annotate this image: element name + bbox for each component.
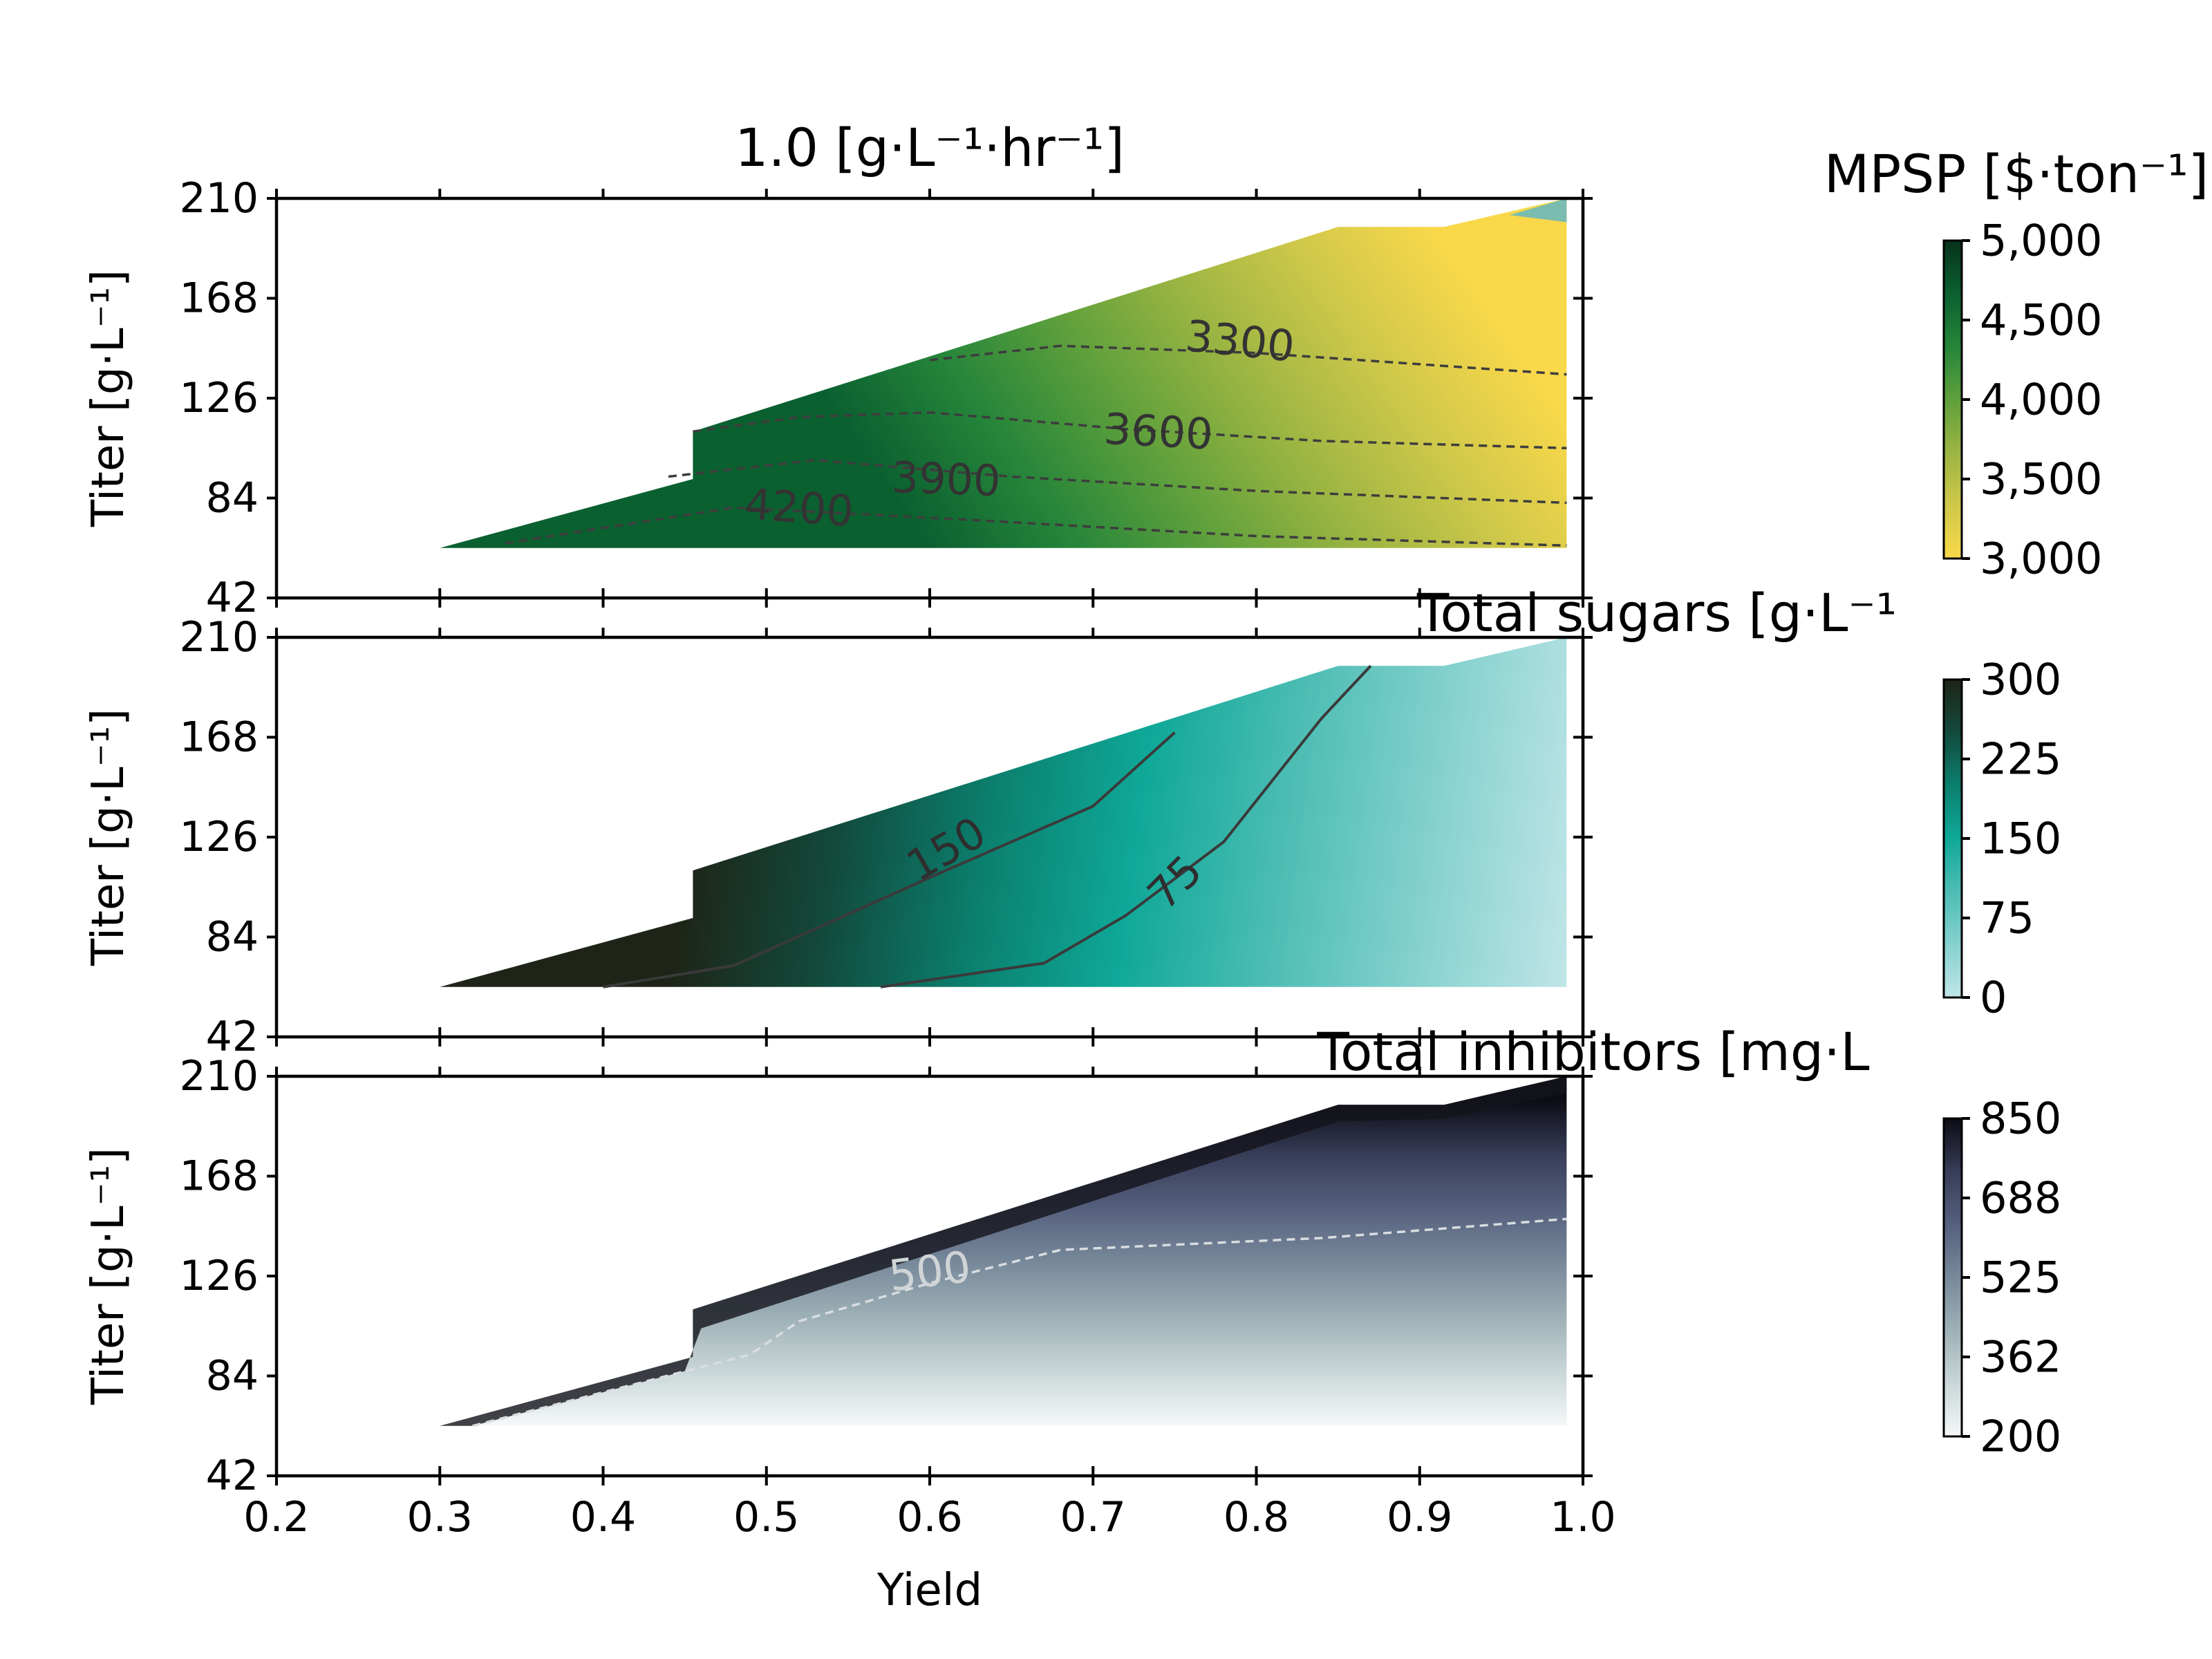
y-tick-label: 126 <box>179 813 259 861</box>
x-tick-label: 0.5 <box>733 1493 799 1541</box>
x-tick-label: 0.6 <box>897 1493 962 1541</box>
colorbar-tick-label: 0 <box>1980 973 2007 1023</box>
contour-line <box>472 1217 1567 1427</box>
colorbar-tick-label: 850 <box>1980 1094 2061 1144</box>
contour-line <box>693 411 1567 450</box>
y-tick-label: 126 <box>179 1252 259 1300</box>
colorbar-tick-label: 4,500 <box>1980 295 2103 346</box>
y-tick-label: 84 <box>206 913 259 962</box>
y-tick-label: 210 <box>179 174 259 223</box>
colorbar-tick-label: 3,500 <box>1980 454 2103 505</box>
x-tick-label: 0.2 <box>243 1493 309 1541</box>
contour-label: 3600 <box>1103 404 1214 460</box>
colorbar-tick-label: 3,000 <box>1980 534 2103 584</box>
mpsp-panel: 3300 3600 3900 4200 210 168 126 84 42 Titer [g·L⁻… <box>83 143 2209 622</box>
x-tick-label: 1.0 <box>1550 1493 1615 1541</box>
y-tick-label: 168 <box>179 713 259 762</box>
colorbar-tick-label: 200 <box>1980 1412 2061 1462</box>
colorbar-tick-label: 4,000 <box>1980 375 2103 425</box>
x-tick-label: 0.7 <box>1060 1493 1126 1541</box>
y-tick-label: 42 <box>206 574 259 622</box>
y-axis-label: Titer [g·L⁻¹] <box>83 1147 134 1405</box>
total-inhibitors-panel: 500 0.2 0.3 0.4 0.5 0.6 0.7 0.8 0.9 1.0 210 168 126 8… <box>83 1021 2061 1541</box>
colorbar-tick-label: 5,000 <box>1980 216 2103 266</box>
contour-fill-region <box>440 198 1567 548</box>
contour-line <box>880 664 1372 988</box>
figure-title: 1.0 [g·L⁻¹·hr⁻¹] <box>735 117 1125 178</box>
y-tick-label: 84 <box>206 474 259 523</box>
colorbar-tick-label: 688 <box>1980 1173 2061 1224</box>
contour-line <box>929 344 1567 376</box>
y-tick-label: 126 <box>179 374 259 422</box>
contour-line <box>668 458 1567 505</box>
contour-label: 500 <box>886 1241 973 1302</box>
colorbar-tick-label: 75 <box>1980 893 2034 944</box>
y-axis-label: Titer [g·L⁻¹] <box>83 709 134 966</box>
x-tick-label: 0.8 <box>1224 1493 1289 1541</box>
colorbar-tick-label: 300 <box>1980 655 2061 705</box>
x-tick-label: 0.3 <box>407 1493 473 1541</box>
x-axis-label: Yield <box>877 1565 982 1616</box>
y-tick-label: 168 <box>179 1152 259 1201</box>
colorbar <box>1942 1117 1963 1438</box>
contour-line <box>505 506 1567 547</box>
out-of-range-corner <box>1509 198 1567 223</box>
contour-label: 3300 <box>1183 310 1297 372</box>
colorbar <box>1942 239 1963 560</box>
colorbar-title: MPSP [$·ton⁻¹] <box>1824 143 2209 205</box>
high-value-band <box>440 1076 1567 1426</box>
contour-label: 4200 <box>743 478 856 536</box>
y-tick-label: 210 <box>179 1052 259 1100</box>
contour-line <box>603 731 1176 988</box>
x-tick-label: 0.9 <box>1387 1493 1452 1541</box>
colorbar-title: Total inhibitors [mg·L <box>1316 1021 1869 1082</box>
colorbar-title: Total sugars [g·L⁻¹ <box>1416 582 1897 644</box>
y-tick-label: 42 <box>206 1452 259 1500</box>
colorbar <box>1942 678 1963 999</box>
x-tick-label: 0.4 <box>570 1493 636 1541</box>
y-tick-label: 168 <box>179 274 259 323</box>
contour-fill-region <box>440 1076 1567 1426</box>
colorbar-tick-label: 362 <box>1980 1332 2061 1382</box>
contour-fill-region <box>440 637 1567 987</box>
y-axis-label: Titer [g·L⁻¹] <box>83 270 134 527</box>
colorbar-tick-label: 225 <box>1980 734 2061 785</box>
y-tick-label: 210 <box>179 613 259 662</box>
colorbar-tick-label: 525 <box>1980 1253 2061 1303</box>
colorbar-tick-label: 150 <box>1980 814 2061 864</box>
contour-label: 3900 <box>891 452 1002 506</box>
y-tick-label: 42 <box>206 1013 259 1061</box>
y-tick-label: 84 <box>206 1352 259 1400</box>
